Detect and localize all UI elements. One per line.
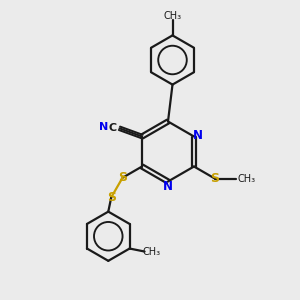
Text: N: N	[193, 129, 203, 142]
Text: CH₃: CH₃	[238, 173, 256, 184]
Text: CH₃: CH₃	[164, 11, 181, 21]
Text: C: C	[109, 123, 117, 133]
Text: CH₃: CH₃	[142, 247, 160, 257]
Circle shape	[158, 46, 187, 74]
Text: N: N	[163, 179, 173, 193]
Text: N: N	[99, 122, 108, 132]
Text: S: S	[107, 191, 116, 204]
Text: S: S	[210, 172, 219, 185]
Circle shape	[94, 222, 123, 250]
Text: S: S	[118, 171, 127, 184]
